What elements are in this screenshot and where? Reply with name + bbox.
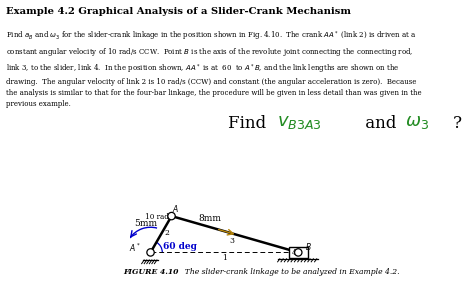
Circle shape — [294, 249, 302, 256]
Text: ?: ? — [453, 115, 462, 132]
Text: 3: 3 — [230, 237, 235, 246]
Text: The slider-crank linkage to be analyzed in Example 4.2.: The slider-crank linkage to be analyzed … — [180, 268, 400, 276]
Text: 8mm: 8mm — [198, 214, 221, 223]
Text: Example 4.2 Graphical Analysis of a Slider-Crank Mechanism: Example 4.2 Graphical Analysis of a Slid… — [6, 7, 351, 16]
Text: Find $a_B$ and $\omega_3$ for the slider-crank linkage in the position shown in : Find $a_B$ and $\omega_3$ for the slider… — [6, 30, 421, 108]
Text: $B$: $B$ — [305, 241, 311, 252]
Text: 4: 4 — [292, 250, 297, 257]
Text: 10 rad/s: 10 rad/s — [145, 213, 175, 221]
Text: $v_{B3A3}$: $v_{B3A3}$ — [277, 113, 322, 131]
Text: $A^*$: $A^*$ — [129, 241, 141, 253]
Text: Find: Find — [228, 115, 271, 132]
Text: 5mm: 5mm — [134, 219, 157, 228]
Text: FIGURE 4.10: FIGURE 4.10 — [123, 268, 179, 276]
Text: 1: 1 — [222, 254, 227, 262]
Circle shape — [168, 212, 175, 220]
Text: and: and — [360, 115, 402, 132]
Bar — [289, 246, 308, 258]
Text: $A$: $A$ — [173, 203, 180, 214]
Text: 60 deg: 60 deg — [163, 242, 197, 251]
Text: 2: 2 — [164, 229, 169, 237]
Circle shape — [147, 249, 154, 256]
Text: $\omega_3$: $\omega_3$ — [405, 113, 429, 131]
